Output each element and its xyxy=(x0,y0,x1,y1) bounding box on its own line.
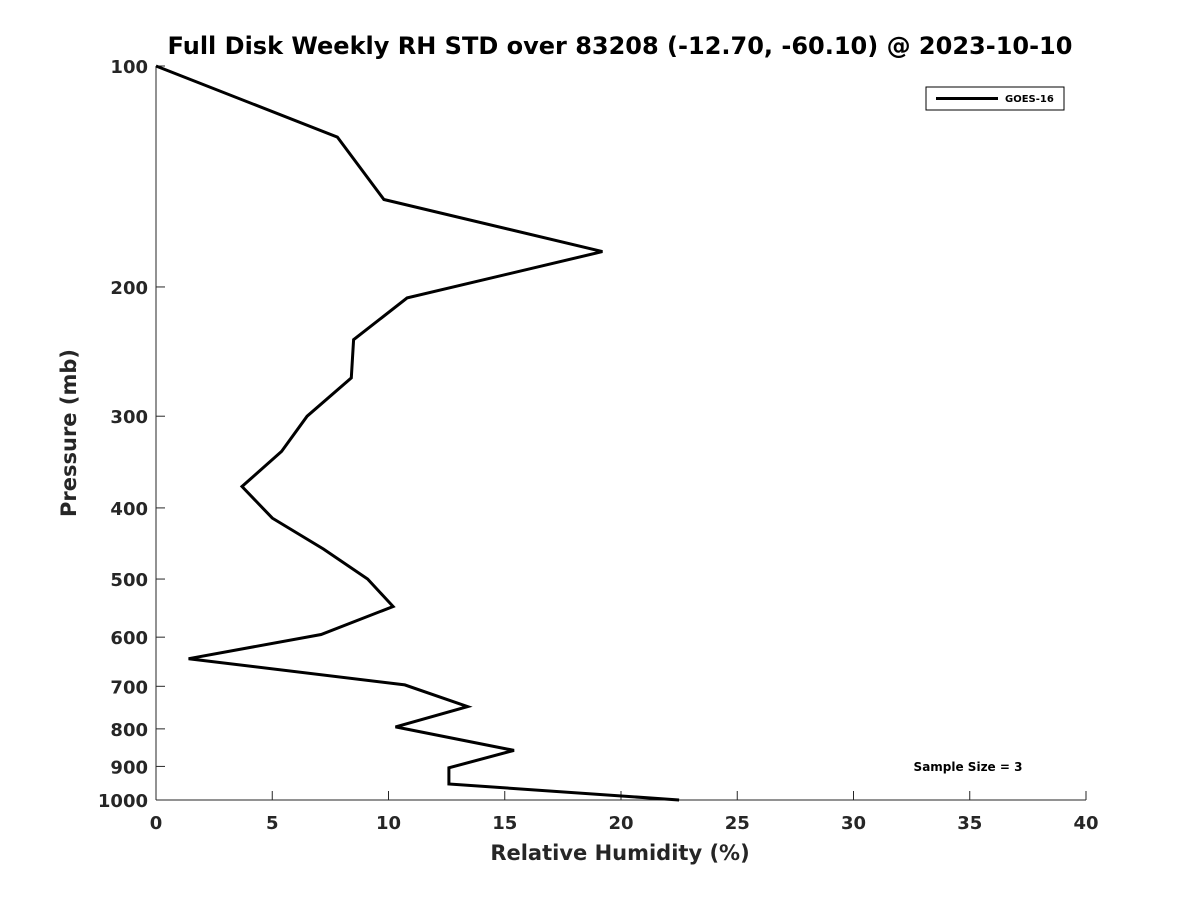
y-tick-label: 900 xyxy=(110,757,148,778)
legend: GOES-16 xyxy=(925,86,1065,111)
x-tick-label: 35 xyxy=(957,813,982,834)
plot-area: 0 5 10 15 20 25 30 35 40 100 200 300 400 500 600 700 800… xyxy=(98,57,1099,834)
x-tick-label: 15 xyxy=(492,813,517,834)
legend-label: GOES-16 xyxy=(1005,94,1054,105)
x-tick-label: 5 xyxy=(266,813,279,834)
y-axis-label: Pressure (mb) xyxy=(57,349,81,517)
sample-size-annotation: Sample Size = 3 xyxy=(914,760,1023,774)
x-tick-label: 20 xyxy=(608,813,633,834)
x-tick-label: 30 xyxy=(841,813,866,834)
y-tick-label: 400 xyxy=(110,499,148,520)
series-line-goes-16 xyxy=(155,64,680,802)
x-tick-label: 25 xyxy=(725,813,750,834)
y-tick-label: 700 xyxy=(110,677,148,698)
y-tick-label: 100 xyxy=(110,57,148,78)
y-tick-label: 500 xyxy=(110,570,148,591)
y-tick-label: 800 xyxy=(110,720,148,741)
y-tick-label: 600 xyxy=(110,628,148,649)
x-tick-label: 40 xyxy=(1073,813,1098,834)
x-tick-label: 0 xyxy=(150,813,163,834)
y-tick-label: 300 xyxy=(110,407,148,428)
x-axis-label: Relative Humidity (%) xyxy=(490,841,749,865)
y-tick-label: 1000 xyxy=(98,791,148,812)
x-tick-label: 10 xyxy=(376,813,401,834)
y-tick-label: 200 xyxy=(110,278,148,299)
chart-title: Full Disk Weekly RH STD over 83208 (-12.… xyxy=(168,32,1073,60)
